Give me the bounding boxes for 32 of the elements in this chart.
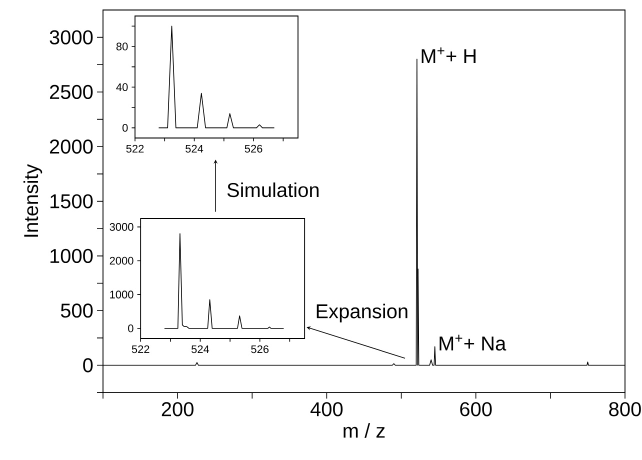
x-tick-label: 800 [609, 402, 641, 416]
x-tick-label: 400 [310, 402, 343, 416]
line-series [158, 26, 275, 128]
y-tick-label: 3000 [110, 223, 134, 231]
line-series [164, 233, 284, 329]
x-tick-label: 526 [244, 144, 262, 153]
annotation: Simulation [227, 182, 319, 198]
y-tick-label: 0 [122, 124, 128, 132]
y-tick-label: 0 [83, 358, 93, 372]
y-tick-label: 0 [128, 324, 134, 332]
x-axis-title: m / z [344, 423, 385, 438]
annotation: Expansion [316, 304, 408, 322]
annotation: M$^{+}$+ Na [440, 334, 506, 351]
y-tick-label: 40 [116, 83, 128, 92]
y-tick-label: 2000 [50, 140, 93, 154]
y-tick-label: 1500 [50, 194, 93, 208]
y-tick-label: 2000 [110, 256, 134, 265]
x-tick-label: 522 [132, 345, 150, 354]
x-tick-label: 600 [460, 402, 492, 416]
x-tick-label: 526 [251, 345, 269, 354]
y-tick-label: 500 [60, 304, 93, 318]
y-tick-label: 2500 [50, 84, 93, 100]
x-tick-label: 524 [192, 345, 210, 354]
y-tick-label: 1000 [50, 248, 93, 264]
y-tick-label: 80 [116, 42, 128, 50]
x-tick-label: 200 [162, 402, 194, 416]
y-tick-label: 3000 [50, 30, 93, 44]
annotation: M$^{+}$+ H [422, 47, 476, 63]
x-tick-label: 524 [186, 144, 204, 153]
y-axis-title: Intensity [23, 164, 42, 237]
y-tick-label: 1000 [110, 290, 134, 298]
x-tick-label: 522 [126, 144, 144, 153]
